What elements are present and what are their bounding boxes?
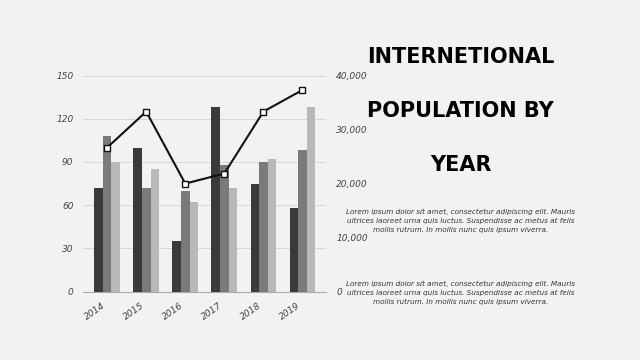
Bar <box>111 162 120 292</box>
Bar <box>289 208 298 292</box>
Bar <box>298 150 307 292</box>
Bar <box>228 188 237 292</box>
Bar <box>220 165 228 292</box>
Bar <box>307 107 316 292</box>
Text: YEAR: YEAR <box>430 155 492 175</box>
Bar <box>259 162 268 292</box>
Text: INTERNETIONAL: INTERNETIONAL <box>367 47 554 67</box>
Bar <box>250 184 259 292</box>
Text: Lorem ipsum dolor sit amet, consectetur adipiscing elit. Mauris
ultrices laoreet: Lorem ipsum dolor sit amet, consectetur … <box>346 281 575 305</box>
Bar <box>181 191 189 292</box>
Bar <box>103 136 111 292</box>
Text: Lorem ipsum dolor sit amet, consectetur adipiscing elit. Mauris
ultrices laoreet: Lorem ipsum dolor sit amet, consectetur … <box>346 209 575 233</box>
Bar <box>150 169 159 292</box>
Bar <box>142 188 150 292</box>
Bar <box>268 159 276 292</box>
Bar <box>133 148 142 292</box>
Bar <box>189 202 198 292</box>
Text: POPULATION BY: POPULATION BY <box>367 101 554 121</box>
Bar <box>94 188 103 292</box>
Bar <box>172 241 181 292</box>
Bar <box>211 107 220 292</box>
